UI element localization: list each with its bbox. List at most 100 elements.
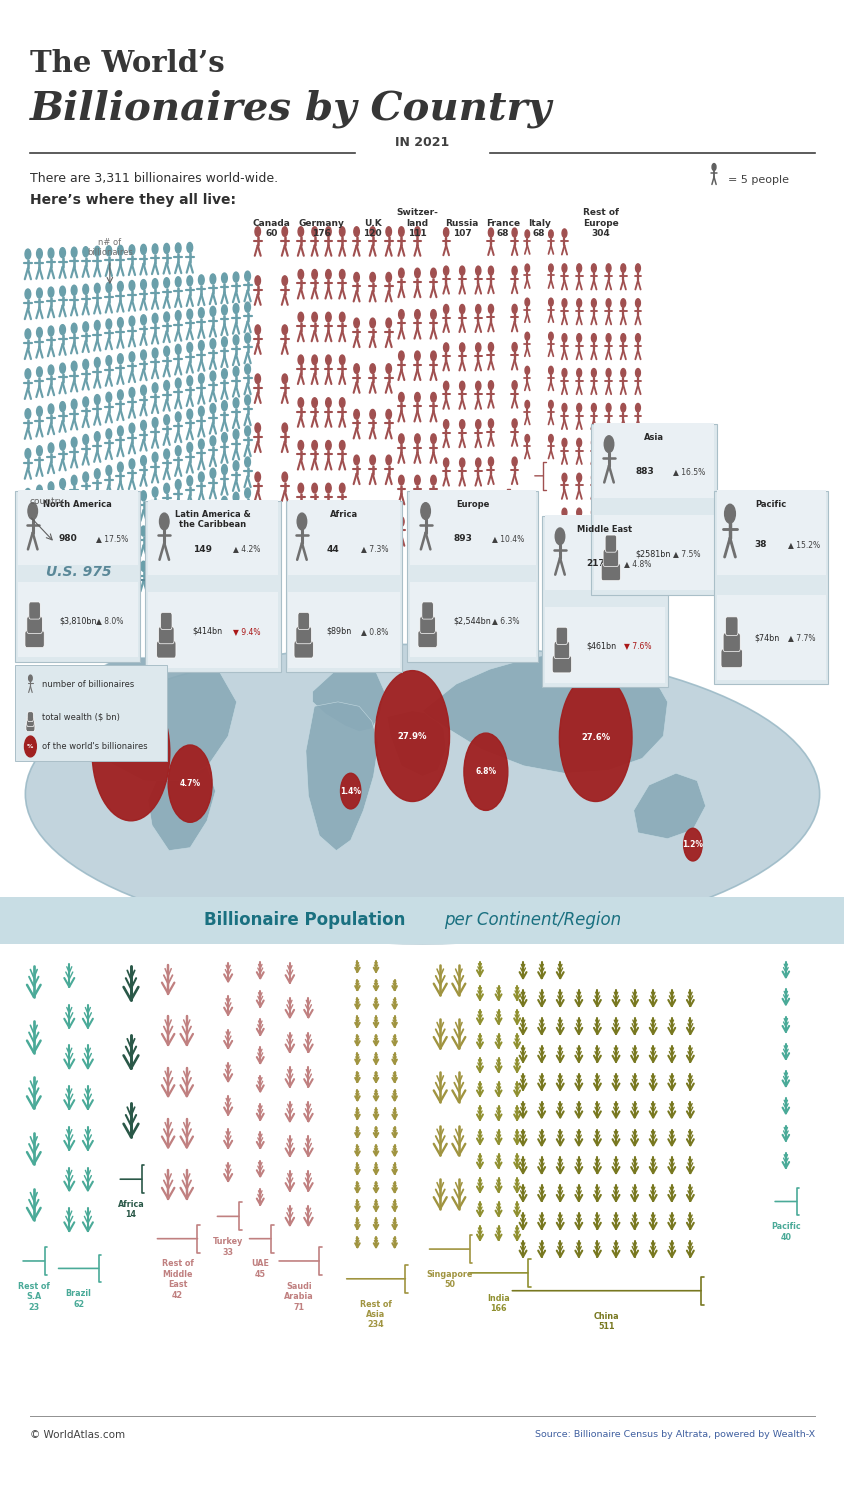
Circle shape <box>298 269 303 280</box>
Circle shape <box>370 546 375 556</box>
Circle shape <box>561 403 566 412</box>
Circle shape <box>414 309 419 320</box>
Circle shape <box>129 245 135 254</box>
Circle shape <box>140 315 146 324</box>
Circle shape <box>25 409 30 419</box>
Circle shape <box>48 482 54 492</box>
Circle shape <box>187 476 192 486</box>
Circle shape <box>297 513 306 529</box>
Circle shape <box>245 271 250 281</box>
FancyBboxPatch shape <box>552 656 571 672</box>
Circle shape <box>221 305 227 315</box>
Circle shape <box>25 449 30 458</box>
Circle shape <box>620 578 625 586</box>
Circle shape <box>398 434 403 443</box>
Circle shape <box>95 284 100 293</box>
Text: ▲ 0.8%: ▲ 0.8% <box>361 626 388 635</box>
Circle shape <box>576 543 581 552</box>
Text: ▲ 4.8%: ▲ 4.8% <box>623 559 651 568</box>
Circle shape <box>152 382 158 393</box>
FancyBboxPatch shape <box>604 535 616 552</box>
Text: ▲ 7.3%: ▲ 7.3% <box>361 544 388 553</box>
FancyBboxPatch shape <box>593 422 713 498</box>
Circle shape <box>605 403 610 412</box>
Text: Switzer-
land
111: Switzer- land 111 <box>396 208 438 238</box>
Circle shape <box>605 439 610 448</box>
Circle shape <box>325 397 331 407</box>
Circle shape <box>459 458 464 467</box>
Circle shape <box>129 531 135 540</box>
Text: Russia
107: Russia 107 <box>445 219 479 238</box>
Circle shape <box>25 250 30 259</box>
Circle shape <box>475 381 480 391</box>
Circle shape <box>95 506 100 516</box>
Circle shape <box>463 733 507 810</box>
Circle shape <box>95 394 100 404</box>
Circle shape <box>29 675 32 681</box>
Circle shape <box>635 578 640 586</box>
Circle shape <box>25 528 30 538</box>
Circle shape <box>210 306 215 317</box>
Circle shape <box>398 309 403 320</box>
Circle shape <box>475 419 480 428</box>
Circle shape <box>36 367 42 376</box>
Circle shape <box>198 373 204 384</box>
Circle shape <box>164 449 170 459</box>
Text: $2581bn: $2581bn <box>635 549 670 558</box>
Text: India
166: India 166 <box>487 1294 509 1313</box>
Circle shape <box>724 504 734 523</box>
Text: ▲ 15.2%: ▲ 15.2% <box>787 540 820 549</box>
Circle shape <box>221 433 227 443</box>
Text: Europe: Europe <box>456 500 489 509</box>
Circle shape <box>36 564 42 574</box>
FancyBboxPatch shape <box>409 581 535 657</box>
Circle shape <box>83 360 89 369</box>
Circle shape <box>443 305 448 314</box>
Circle shape <box>370 318 375 327</box>
Circle shape <box>152 418 158 428</box>
Circle shape <box>106 538 111 549</box>
Circle shape <box>164 517 170 528</box>
Circle shape <box>325 355 331 364</box>
Circle shape <box>117 498 123 509</box>
Text: Billionaire Population: Billionaire Population <box>203 912 404 929</box>
FancyBboxPatch shape <box>418 630 436 648</box>
Circle shape <box>620 473 625 482</box>
Text: ▲ 16.5%: ▲ 16.5% <box>672 467 704 476</box>
Circle shape <box>129 317 135 326</box>
Text: Source: Billionaire Census by Altrata, powered by Wealth-X: Source: Billionaire Census by Altrata, p… <box>534 1430 814 1439</box>
Circle shape <box>210 501 215 510</box>
Polygon shape <box>306 702 378 851</box>
FancyBboxPatch shape <box>295 626 311 644</box>
Circle shape <box>117 245 123 256</box>
Circle shape <box>683 828 701 861</box>
Circle shape <box>129 495 135 504</box>
Circle shape <box>245 396 250 404</box>
Circle shape <box>635 263 640 272</box>
Circle shape <box>414 476 419 485</box>
Circle shape <box>561 263 566 272</box>
Circle shape <box>524 230 529 238</box>
Text: Africa
14: Africa 14 <box>117 1200 144 1219</box>
Circle shape <box>176 378 181 388</box>
Circle shape <box>398 351 403 361</box>
Circle shape <box>548 332 553 341</box>
Circle shape <box>459 381 464 391</box>
Circle shape <box>282 422 287 433</box>
FancyBboxPatch shape <box>722 633 739 651</box>
Circle shape <box>71 552 77 562</box>
Circle shape <box>620 403 625 412</box>
Circle shape <box>311 355 317 364</box>
Circle shape <box>71 286 77 296</box>
Circle shape <box>95 431 100 442</box>
Text: ▲ 6.3%: ▲ 6.3% <box>492 616 519 625</box>
Circle shape <box>311 483 317 494</box>
FancyBboxPatch shape <box>25 630 44 648</box>
FancyBboxPatch shape <box>716 491 825 575</box>
Circle shape <box>282 326 287 335</box>
Circle shape <box>430 393 436 401</box>
Text: Asia: Asia <box>643 433 663 442</box>
Circle shape <box>95 320 100 330</box>
FancyBboxPatch shape <box>725 617 737 635</box>
FancyBboxPatch shape <box>716 595 825 680</box>
